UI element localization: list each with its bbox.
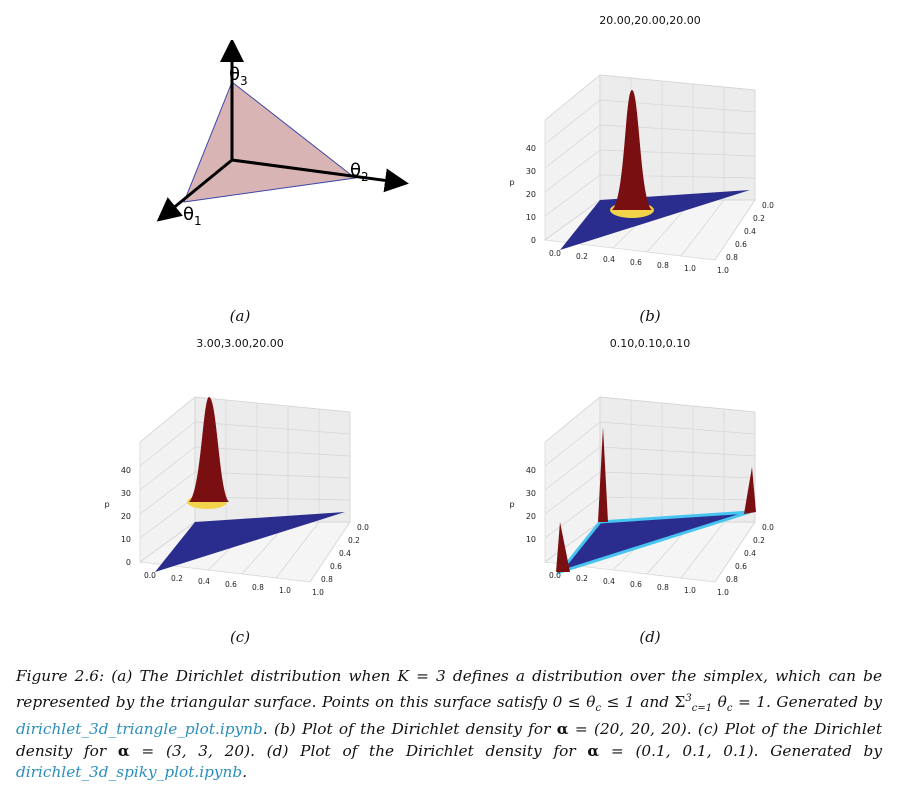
theta2-axis [231,158,409,193]
y-tick-label: 1.0 [717,588,729,597]
z-tick-label: 30 [121,489,131,498]
panel-a: θ3 θ2 θ1 [150,38,420,240]
simplex-floor [560,190,750,250]
x-tick-label: 0.2 [576,252,588,261]
panel-b: 0 10 20 30 40 p 0.0 0.2 0.4 0.6 0.8 1.0 0.0 0.2 0.4 0.6… [500,50,790,290]
y-tick-label: 0.4 [744,549,756,558]
x-tick-label: 0.4 [603,255,615,264]
x-tick-label: 0.8 [252,583,264,592]
y-tick-label: 0.8 [321,575,333,584]
z-tick-label: 10 [526,535,536,544]
y-tick-label: 0.0 [762,201,774,210]
x-tick-label: 0.0 [549,249,561,258]
theta3-label: θ3 [229,64,248,88]
panel-a-label: (a) [229,307,251,325]
spike-left [556,522,570,572]
figure-caption: Figure 2.6: (a) The Dirichlet distributi… [16,667,882,782]
y-tick-label: 0.0 [762,523,774,532]
x-tick-label: 0.4 [198,577,210,586]
notebook-link-triangle[interactable]: dirichlet_3d_triangle_plot.ipynb [16,720,263,739]
z-tick-label: 40 [526,466,536,475]
z-tick-label: 40 [526,144,536,153]
y-tick-label: 0.8 [726,575,738,584]
panel-c: 0 10 20 30 40 p 0.0 0.2 0.4 0.6 0.8 1.0 0.0 0.2 0.4 0.6… [95,372,385,612]
z-tick-label: 20 [526,190,536,199]
z-tick-label: 20 [526,512,536,521]
x-tick-label: 0.0 [549,571,561,580]
x-tick-label: 0.4 [603,577,615,586]
x-tick-label: 0.6 [630,580,642,589]
z-tick-label: 0 [531,236,536,245]
z-tick-label: 10 [121,535,131,544]
x-tick-label: 0.8 [657,583,669,592]
x-tick-label: 0.6 [225,580,237,589]
z-tick-label: 20 [121,512,131,521]
y-tick-label: 0.6 [735,562,747,571]
x-tick-label: 1.0 [684,586,696,595]
panel-d: 10 20 30 40 p 0.0 0.2 0.4 0.6 0.8 1.0 0.0 0.2 0.4 0.6 0… [500,372,790,612]
x-tick-label: 0.2 [576,574,588,583]
z-tick-label: 30 [526,167,536,176]
y-tick-label: 1.0 [312,588,324,597]
spike-top [598,427,608,522]
theta1-axis [156,158,233,222]
plot-b-3d: 0 10 20 30 40 p 0.0 0.2 0.4 0.6 0.8 1.0 0.0 0.2 0.4 0.6… [509,74,774,275]
panel-b-label: (b) [639,307,661,325]
simplex-edges [555,510,751,575]
y-tick-label: 1.0 [717,266,729,275]
x-tick-label: 0.8 [657,261,669,270]
x-tick-label: 0.6 [630,258,642,267]
y-tick-label: 0.4 [744,227,756,236]
theta2-label: θ2 [350,160,369,184]
y-tick-label: 0.4 [339,549,351,558]
plot-c-3d: 0 10 20 30 40 p 0.0 0.2 0.4 0.6 0.8 1.0 0.0 0.2 0.4 0.6… [104,396,369,597]
panel-b-title: 20.00,20.00,20.00 [599,14,701,27]
panel-d-label: (d) [639,628,661,646]
z-tick-label: 30 [526,489,536,498]
x-tick-label: 0.0 [144,571,156,580]
z-axis-label: p [104,500,109,509]
density-peak [612,90,652,210]
notebook-link-spiky[interactable]: dirichlet_3d_spiky_plot.ipynb [16,763,243,782]
panel-d-title: 0.10,0.10,0.10 [609,337,691,350]
plot-d-3d: 10 20 30 40 p 0.0 0.2 0.4 0.6 0.8 1.0 0.0 0.2 0.4 0.6 0… [509,396,774,597]
x-tick-label: 1.0 [279,586,291,595]
y-tick-label: 0.6 [330,562,342,571]
y-tick-label: 0.6 [735,240,747,249]
x-tick-label: 1.0 [684,264,696,273]
theta1-label: θ1 [183,204,202,228]
spike-right [744,467,756,514]
z-axis-label: p [509,178,514,187]
panel-c-label: (c) [229,628,251,646]
simplex-floor [155,512,345,572]
y-tick-label: 0.0 [357,523,369,532]
simplex-diagram: θ3 θ2 θ1 [156,38,409,228]
y-tick-label: 0.2 [753,214,765,223]
y-tick-label: 0.2 [753,536,765,545]
y-tick-label: 0.2 [348,536,360,545]
y-tick-label: 0.8 [726,253,738,262]
z-tick-label: 40 [121,466,131,475]
panel-c-title: 3.00,3.00,20.00 [196,337,284,350]
z-tick-label: 10 [526,213,536,222]
z-axis-label: p [509,500,514,509]
simplex-surface [183,81,357,203]
x-tick-label: 0.2 [171,574,183,583]
density-peak [189,397,229,502]
z-tick-label: 0 [126,558,131,567]
